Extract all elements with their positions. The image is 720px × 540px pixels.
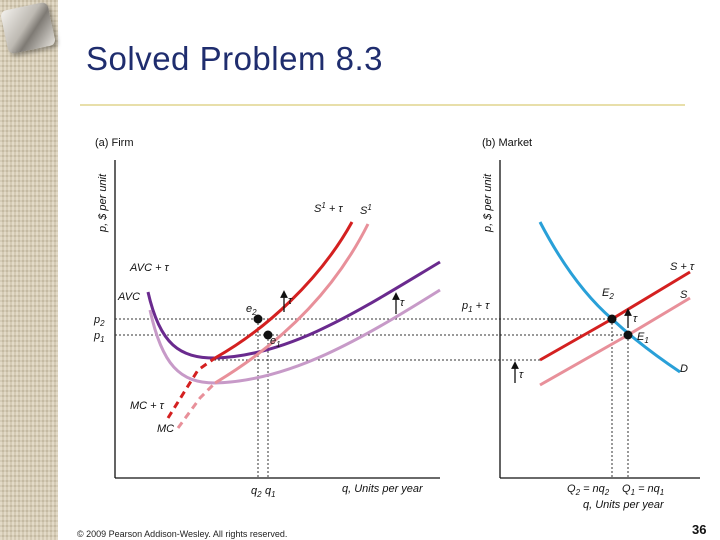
e2-label: e2: [246, 303, 257, 317]
supply-curve: [539, 296, 691, 387]
q1-eq-label: Q1 = nq1: [622, 483, 664, 497]
page-number: 36: [692, 522, 707, 537]
firm-panel: (a) Firm p, $ per unit q, Units per year…: [93, 137, 628, 499]
mc-curve: [176, 381, 217, 429]
q2-label: q2: [251, 485, 262, 499]
firm-y-axis-label: p, $ per unit: [97, 173, 109, 233]
s1-tax-label: S1 + τ: [314, 201, 343, 215]
E2-point: [607, 314, 617, 324]
E1-label: E1: [637, 331, 649, 345]
mc-tax-label: MC + τ: [130, 400, 165, 412]
s1-label: S1: [360, 203, 372, 217]
market-panel-label: (b) Market: [482, 137, 532, 149]
p2-label: p2: [93, 314, 105, 328]
mc-label: MC: [157, 423, 174, 435]
firm-panel-label: (a) Firm: [95, 137, 134, 149]
copyright-notice: © 2009 Pearson Addison-Wesley. All right…: [77, 529, 288, 539]
avc-tax-curve: [146, 260, 441, 360]
e2-point: [253, 314, 263, 324]
avc-label: AVC: [117, 291, 140, 303]
s1-curve: [214, 223, 370, 385]
s-tax-label: S + τ: [670, 261, 695, 273]
p1-label: p1: [93, 330, 105, 344]
title-divider: [80, 104, 685, 106]
E2-label: E2: [602, 287, 614, 301]
avc-tax-label: AVC + τ: [129, 262, 170, 274]
q1-label: q1: [265, 485, 276, 499]
firm-x-axis-label: q, Units per year: [342, 483, 424, 495]
market-x-axis-label: q, Units per year: [583, 499, 665, 511]
tau-label-market-1: τ: [633, 313, 638, 325]
textured-sidebar: [0, 0, 58, 540]
tau-label-market-2: τ: [519, 369, 524, 381]
mc-tax-curve: [166, 356, 216, 419]
e1-point: [263, 330, 273, 340]
E1-point: [623, 330, 633, 340]
p1-tax-label: p1 + τ: [461, 300, 490, 314]
avc-curve: [148, 288, 441, 385]
market-y-axis-label: p, $ per unit: [482, 173, 494, 233]
e1-label: e1: [270, 335, 281, 349]
market-panel: (b) Market p, $ per unit p1 + τ S + τ S …: [461, 137, 700, 511]
s-label: S: [680, 289, 688, 301]
slide-title: Solved Problem 8.3: [86, 40, 383, 77]
tau-label-firm-1: τ: [288, 295, 293, 307]
tau-label-firm-2: τ: [400, 297, 405, 309]
s1-tax-curve: [214, 221, 354, 360]
d-label: D: [680, 363, 688, 375]
q2-eq-label: Q2 = nq2: [567, 483, 610, 497]
